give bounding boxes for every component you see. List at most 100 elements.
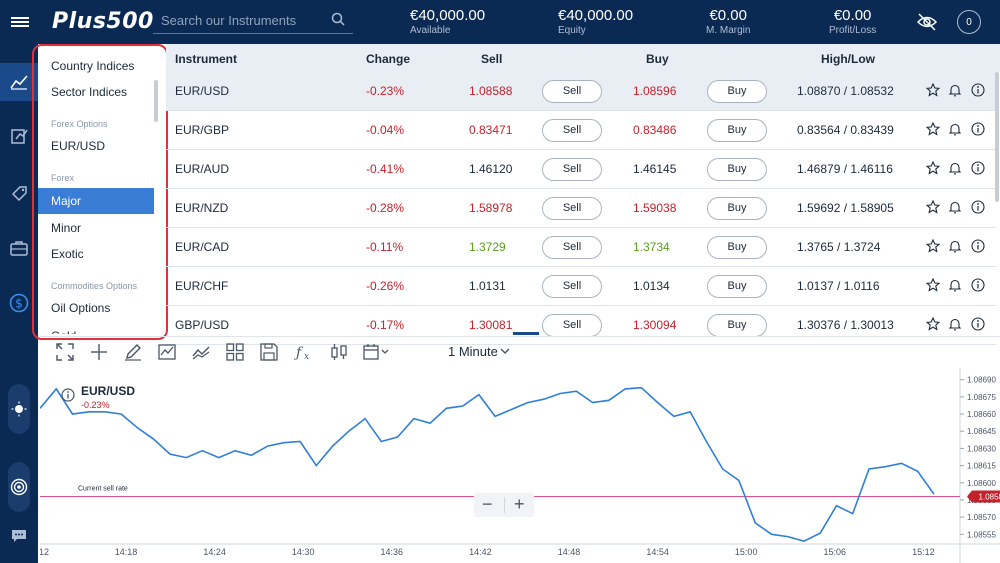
star-icon[interactable] [926, 83, 940, 97]
search-icon[interactable] [331, 12, 345, 26]
save-icon[interactable] [260, 343, 278, 361]
x-tick-label: 14:18 [115, 547, 138, 557]
buy-button[interactable]: Buy [707, 275, 767, 298]
sidebar-orders[interactable] [0, 174, 38, 212]
info-icon[interactable] [971, 161, 985, 175]
zoom-in-button[interactable]: + [514, 494, 525, 514]
sell-button[interactable]: Sell [542, 80, 602, 103]
table-row[interactable]: EUR/AUD -0.41% 1.46120 Sell 1.46145 Buy 1.4687… [166, 150, 996, 189]
buy-button[interactable]: Buy [707, 236, 767, 259]
bell-icon[interactable] [948, 83, 962, 97]
sidebar-chat[interactable] [0, 517, 38, 555]
pencil-icon[interactable] [124, 343, 142, 361]
target-icon [10, 478, 28, 496]
search-input[interactable]: Search our Instruments [153, 8, 353, 34]
x-tick-label: 14:36 [381, 547, 404, 557]
info-icon[interactable] [971, 200, 985, 214]
compare-icon[interactable] [330, 343, 348, 361]
table-scrollbar[interactable] [995, 72, 999, 202]
sidebar-positions[interactable] [0, 117, 38, 155]
menu-item-country-indices[interactable]: Country Indices [51, 59, 135, 73]
sidebar-portfolio[interactable] [0, 229, 38, 267]
bell-icon[interactable] [948, 317, 962, 331]
info-icon[interactable] [971, 83, 985, 97]
star-icon[interactable] [926, 200, 940, 214]
menu-item-sector-indices[interactable]: Sector Indices [51, 85, 128, 99]
zoom-out-button[interactable]: − [482, 494, 493, 514]
hide-balance-icon[interactable] [916, 12, 938, 32]
buy-button[interactable]: Buy [707, 119, 767, 142]
sell-button[interactable]: Sell [542, 275, 602, 298]
info-icon[interactable] [971, 122, 985, 136]
bell-icon[interactable] [948, 122, 962, 136]
menu-item-eur-usd[interactable]: EUR/USD [51, 139, 106, 153]
y-tick-label: 1.08675 [967, 393, 996, 402]
y-tick-label: 1.08570 [967, 513, 996, 522]
fullscreen-icon[interactable] [56, 343, 74, 361]
buy-button[interactable]: Buy [707, 197, 767, 220]
sell-button[interactable]: Sell [542, 236, 602, 259]
sidebar-funds[interactable]: $ [0, 284, 38, 322]
star-icon[interactable] [926, 122, 940, 136]
table-row[interactable]: EUR/GBP -0.04% 0.83471 Sell 0.83486 Buy 0.8356… [166, 111, 996, 150]
table-row[interactable]: EUR/NZD -0.28% 1.58978 Sell 1.59038 Buy 1.5969… [166, 189, 996, 228]
table-row[interactable]: EUR/CAD -0.11% 1.3729 Sell 1.3734 Buy 1.3765 /… [166, 228, 996, 267]
info-icon[interactable] [971, 239, 985, 253]
search-placeholder: Search our Instruments [161, 13, 297, 28]
row-buy-price: 1.08596 [633, 84, 677, 98]
table-row[interactable]: GBP/USD -0.17% 1.30081 Sell 1.30094 Buy 1.3037… [166, 306, 996, 345]
profit-loss-value: €0.00 [833, 7, 872, 24]
menu-item-minor[interactable]: Minor [51, 221, 82, 235]
settings-toggle[interactable] [8, 462, 30, 512]
table-row[interactable]: EUR/USD -0.23% 1.08588 Sell 1.08596 Buy 1.0887… [166, 72, 996, 111]
bell-icon[interactable] [948, 239, 962, 253]
sidebar-trade[interactable] [0, 63, 38, 101]
interval-selector[interactable]: 1 Minute [448, 344, 498, 359]
star-icon[interactable] [926, 317, 940, 331]
sell-button[interactable]: Sell [542, 314, 602, 337]
indicators-icon[interactable] [192, 343, 210, 361]
layout-grid-icon[interactable] [226, 343, 244, 361]
split-handle[interactable] [513, 332, 539, 335]
menu-scrollbar[interactable] [154, 80, 158, 122]
margin-balance: €0.00 M. Margin [706, 7, 750, 36]
star-icon[interactable] [926, 161, 940, 175]
buy-button[interactable]: Buy [707, 314, 767, 337]
menu-item-exotic[interactable]: Exotic [51, 247, 84, 261]
sell-button[interactable]: Sell [542, 158, 602, 181]
star-icon[interactable] [926, 278, 940, 292]
buy-button[interactable]: Buy [707, 80, 767, 103]
row-instrument: EUR/GBP [175, 123, 230, 137]
hamburger-menu-icon[interactable] [0, 0, 40, 44]
tag-icon [11, 186, 27, 202]
sell-button[interactable]: Sell [542, 197, 602, 220]
info-icon[interactable] [61, 388, 75, 402]
bell-icon[interactable] [948, 161, 962, 175]
info-icon[interactable] [971, 278, 985, 292]
menu-item-oil-options[interactable]: Oil Options [51, 301, 111, 315]
row-change: -0.28% [366, 201, 405, 215]
current-rate-badge [967, 490, 1000, 503]
buy-button[interactable]: Buy [707, 158, 767, 181]
logo: Plus500 [52, 9, 154, 34]
info-icon[interactable] [971, 317, 985, 331]
margin-label: M. Margin [706, 25, 751, 36]
chart-type-icon[interactable] [158, 343, 176, 361]
row-sell-price: 1.3729 [469, 240, 506, 254]
calendar-icon[interactable] [363, 343, 391, 361]
category-menu: Country Indices Sector Indices Forex Opt… [38, 44, 166, 334]
crosshair-icon[interactable] [90, 343, 108, 361]
row-instrument: EUR/CAD [175, 240, 230, 254]
user-badge[interactable]: 0 [957, 10, 981, 34]
price-chart[interactable]: 1.08690 1.08675 1.08660 1.08645 1.08630 1.086… [40, 368, 1000, 563]
sell-button[interactable]: Sell [542, 119, 602, 142]
theme-toggle[interactable] [8, 384, 30, 434]
table-row[interactable]: EUR/CHF -0.26% 1.0131 Sell 1.0134 Buy 1.0137 /… [166, 267, 996, 306]
bell-icon[interactable] [948, 200, 962, 214]
chevron-down-icon[interactable] [500, 347, 510, 355]
star-icon[interactable] [926, 239, 940, 253]
bell-icon[interactable] [948, 278, 962, 292]
menu-item-gold[interactable]: Gold [38, 323, 154, 334]
menu-item-major[interactable]: Major [38, 188, 154, 214]
